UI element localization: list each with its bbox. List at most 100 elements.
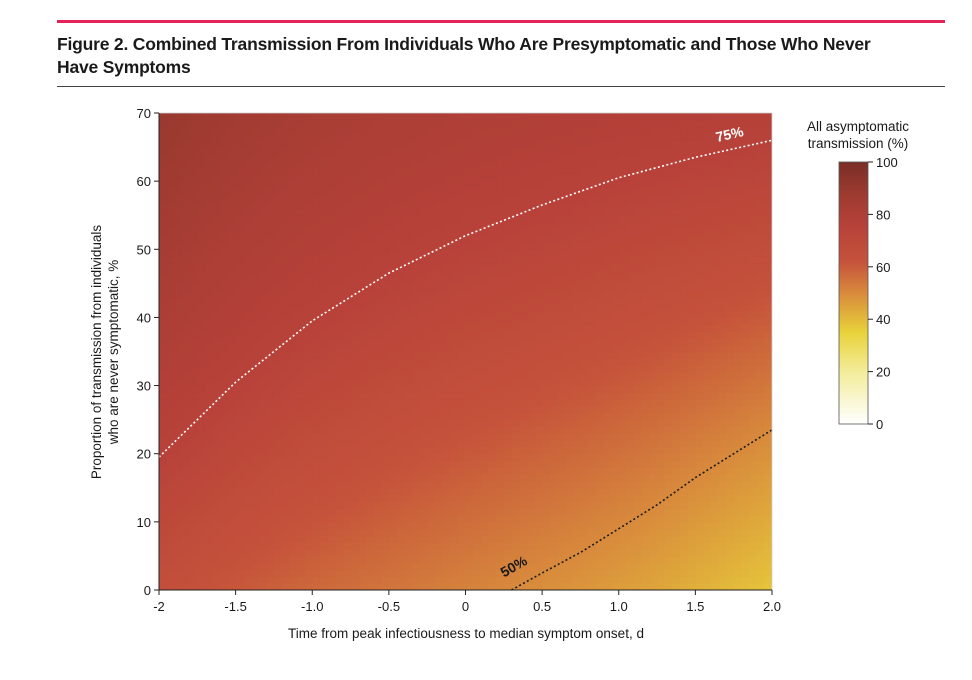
heatmap-cell [204, 385, 214, 393]
heatmap-cell [296, 576, 306, 584]
heatmap-cell [496, 399, 505, 407]
heatmap-cell [258, 228, 267, 237]
heatmap-cell [618, 208, 628, 216]
heatmap-cell [350, 324, 359, 332]
heatmap-cell [335, 296, 344, 305]
heatmap-cell [480, 126, 490, 135]
heatmap-cell [159, 399, 168, 407]
heatmap-cell [220, 460, 229, 468]
heatmap-cell [511, 508, 520, 516]
heatmap-cell [503, 515, 513, 523]
heatmap-cell [189, 412, 198, 421]
heatmap-cell [189, 555, 198, 564]
heatmap-cell [159, 324, 168, 332]
heatmap-cell [519, 133, 528, 141]
heatmap-cell [473, 283, 482, 291]
heatmap-cell [565, 351, 574, 359]
heatmap-cell [565, 412, 574, 421]
heatmap-cell [388, 187, 398, 196]
heatmap-cell [396, 528, 405, 537]
heatmap-cell [235, 153, 244, 162]
heatmap-cell [166, 208, 175, 216]
heatmap-cell [542, 147, 551, 155]
heatmap-cell [641, 249, 650, 257]
heatmap-cell [634, 446, 643, 455]
heatmap-cell [450, 201, 459, 209]
heatmap-cell [618, 535, 628, 543]
heatmap-cell [442, 310, 451, 319]
heatmap-cell [580, 406, 589, 414]
heatmap-cell [189, 290, 198, 298]
heatmap-cell [534, 480, 543, 489]
heatmap-cell [319, 249, 329, 257]
heatmap-cell [189, 358, 198, 366]
heatmap-cell [695, 344, 704, 353]
heatmap-cell [159, 133, 168, 141]
heatmap-cell [672, 371, 681, 380]
heatmap-cell [488, 276, 497, 284]
heatmap-cell [296, 433, 306, 441]
heatmap-cell [457, 215, 467, 223]
heatmap-cell [626, 460, 635, 468]
heatmap-cell [404, 181, 413, 189]
heatmap-cell [664, 385, 673, 393]
heatmap-cell [381, 583, 390, 590]
heatmap-cell [480, 276, 490, 284]
heatmap-cell [503, 487, 513, 496]
heatmap-cell [304, 317, 313, 325]
heatmap-cell [335, 549, 344, 557]
heatmap-cell [243, 126, 252, 135]
heatmap-cell [595, 147, 605, 155]
heatmap-cell [227, 296, 237, 305]
heatmap-cell [220, 113, 229, 121]
heatmap-cell [672, 262, 681, 271]
heatmap-cell [266, 310, 275, 319]
heatmap-cell [565, 583, 574, 590]
heatmap-cell [189, 194, 198, 203]
heatmap-cell [557, 583, 566, 590]
heatmap-cell [672, 392, 681, 400]
heatmap-cell [235, 371, 244, 380]
heatmap-cell [419, 371, 428, 380]
heatmap-cell [672, 317, 681, 325]
heatmap-cell [327, 160, 336, 169]
heatmap-cell [243, 569, 252, 577]
heatmap-cell [350, 317, 359, 325]
heatmap-cell [649, 167, 658, 175]
heatmap-cell [680, 201, 689, 209]
heatmap-cell [695, 242, 704, 250]
heatmap-cell [174, 201, 183, 209]
heatmap-cell [319, 365, 329, 373]
heatmap-cell [503, 222, 513, 230]
heatmap-cell [404, 153, 413, 162]
heatmap-cell [595, 569, 605, 577]
heatmap-cell [312, 208, 321, 216]
heatmap-cell [534, 222, 543, 230]
heatmap-cell [250, 569, 260, 577]
heatmap-cell [404, 174, 413, 182]
heatmap-cell [657, 222, 666, 230]
heatmap-cell [350, 528, 359, 537]
heatmap-cell [388, 126, 398, 135]
heatmap-cell [304, 542, 313, 550]
heatmap-cell [618, 371, 628, 380]
heatmap-cell [335, 392, 344, 400]
heatmap-cell [657, 337, 666, 346]
heatmap-cell [565, 440, 574, 448]
heatmap-cell [549, 508, 559, 516]
heatmap-cell [465, 194, 474, 203]
heatmap-cell [350, 555, 359, 564]
heatmap-cell [212, 215, 221, 223]
heatmap-cell [266, 365, 275, 373]
heatmap-cell [427, 283, 436, 291]
heatmap-cell [197, 181, 206, 189]
heatmap-cell [335, 371, 344, 380]
heatmap-cell [281, 480, 290, 489]
heatmap-cell [296, 474, 306, 482]
heatmap-cell [388, 399, 398, 407]
heatmap-cell [388, 147, 398, 155]
heatmap-cell [319, 583, 329, 590]
heatmap-cell [159, 501, 168, 509]
heatmap-cell [427, 256, 436, 264]
heatmap-cell [687, 119, 696, 128]
